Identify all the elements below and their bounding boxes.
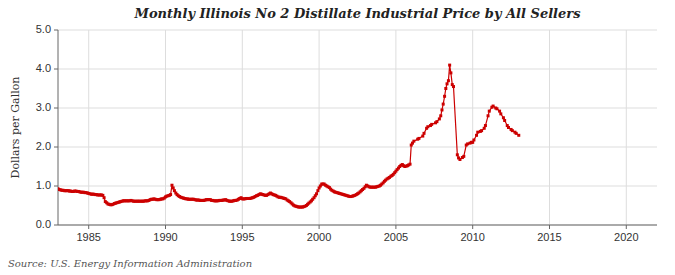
tick-label: 1.0 (36, 179, 51, 191)
grid-line (395, 30, 396, 225)
marker (421, 135, 424, 138)
marker (452, 85, 455, 88)
y-axis-line (58, 30, 59, 225)
plot-area (58, 64, 520, 209)
grid (58, 30, 657, 225)
marker (435, 120, 438, 123)
tick-label: 4.0 (36, 62, 51, 74)
marker (438, 117, 441, 120)
tick-label: 1995 (230, 231, 254, 243)
grid-line (88, 30, 89, 225)
tick-label: 3.0 (36, 101, 51, 113)
tick-mark (549, 225, 550, 229)
tick-label: 0.0 (36, 218, 51, 230)
marker (462, 155, 465, 158)
title: Monthly Illinois No 2 Distillate Industr… (134, 6, 582, 21)
grid-line (58, 108, 657, 109)
tick-mark (472, 225, 473, 229)
marker (483, 127, 486, 130)
tick-mark (626, 225, 627, 229)
tick-mark (54, 69, 58, 70)
marker (503, 119, 506, 122)
tick-mark (54, 225, 58, 226)
grid-line (549, 30, 550, 225)
marker (444, 87, 447, 90)
marker (446, 82, 449, 85)
tick-mark (54, 30, 58, 31)
marker (442, 103, 445, 106)
annotation: Source: U.S. Energy Information Administ… (8, 258, 252, 269)
tick-mark (319, 225, 320, 229)
marker (412, 140, 415, 143)
marker (417, 137, 420, 140)
grid-line (472, 30, 473, 225)
x-axis-line (58, 225, 657, 226)
marker (169, 193, 172, 196)
marker (502, 116, 505, 119)
marker (423, 132, 426, 135)
tick-mark (54, 147, 58, 148)
tick-label: 5.0 (36, 23, 51, 35)
marker (499, 112, 502, 115)
tick-label: 2015 (537, 231, 561, 243)
tick-label: 2000 (307, 231, 331, 243)
marker (476, 131, 479, 134)
marker (426, 125, 429, 128)
tick-mark (88, 225, 89, 229)
marker (515, 132, 518, 135)
grid-line (242, 30, 243, 225)
tick-label: 2005 (384, 231, 408, 243)
marker (448, 64, 451, 67)
tick-label: 2.0 (36, 140, 51, 152)
line (58, 65, 519, 207)
axes: 0.0 1.0 2.0 3.0 4.0 5.0 1985 1990 1995 2000 2005 20… (36, 23, 657, 243)
chart: 0.0 1.0 2.0 3.0 4.0 5.0 1985 1990 1995 2000 2005 20… (0, 0, 675, 275)
marker (315, 192, 318, 195)
tick-mark (242, 225, 243, 229)
marker (495, 107, 498, 110)
marker (472, 138, 475, 141)
marker (488, 110, 491, 113)
marker (449, 71, 452, 74)
tick-mark (395, 225, 396, 229)
tick-label: 1990 (153, 231, 177, 243)
marker (456, 153, 459, 156)
tick-label: 1985 (76, 231, 100, 243)
tick-mark (165, 225, 166, 229)
marker (484, 124, 487, 127)
marker (172, 186, 175, 189)
marker (447, 79, 450, 82)
grid-line (58, 186, 657, 187)
marker (475, 134, 478, 137)
grid-line (58, 30, 657, 31)
marker (498, 110, 501, 113)
grid-line (319, 30, 320, 225)
tick-mark (54, 108, 58, 109)
marker (443, 95, 446, 98)
marker (430, 123, 433, 126)
marker (316, 189, 319, 192)
marker (439, 114, 442, 117)
y-axis-label: Dollars per Gallon (9, 77, 22, 179)
grid-line (58, 147, 657, 148)
marker (507, 126, 510, 129)
marker (487, 114, 490, 117)
marker (409, 163, 412, 166)
marker (440, 108, 443, 111)
marker (492, 105, 495, 108)
marker (480, 129, 483, 132)
marker (517, 134, 520, 137)
marker (511, 129, 514, 132)
marker (103, 196, 106, 199)
tick-mark (54, 186, 58, 187)
grid-line (58, 225, 657, 226)
tick-label: 2010 (460, 231, 484, 243)
tick-label: 2020 (614, 231, 638, 243)
marker (170, 184, 173, 187)
grid-line (626, 30, 627, 225)
grid-line (58, 69, 657, 70)
